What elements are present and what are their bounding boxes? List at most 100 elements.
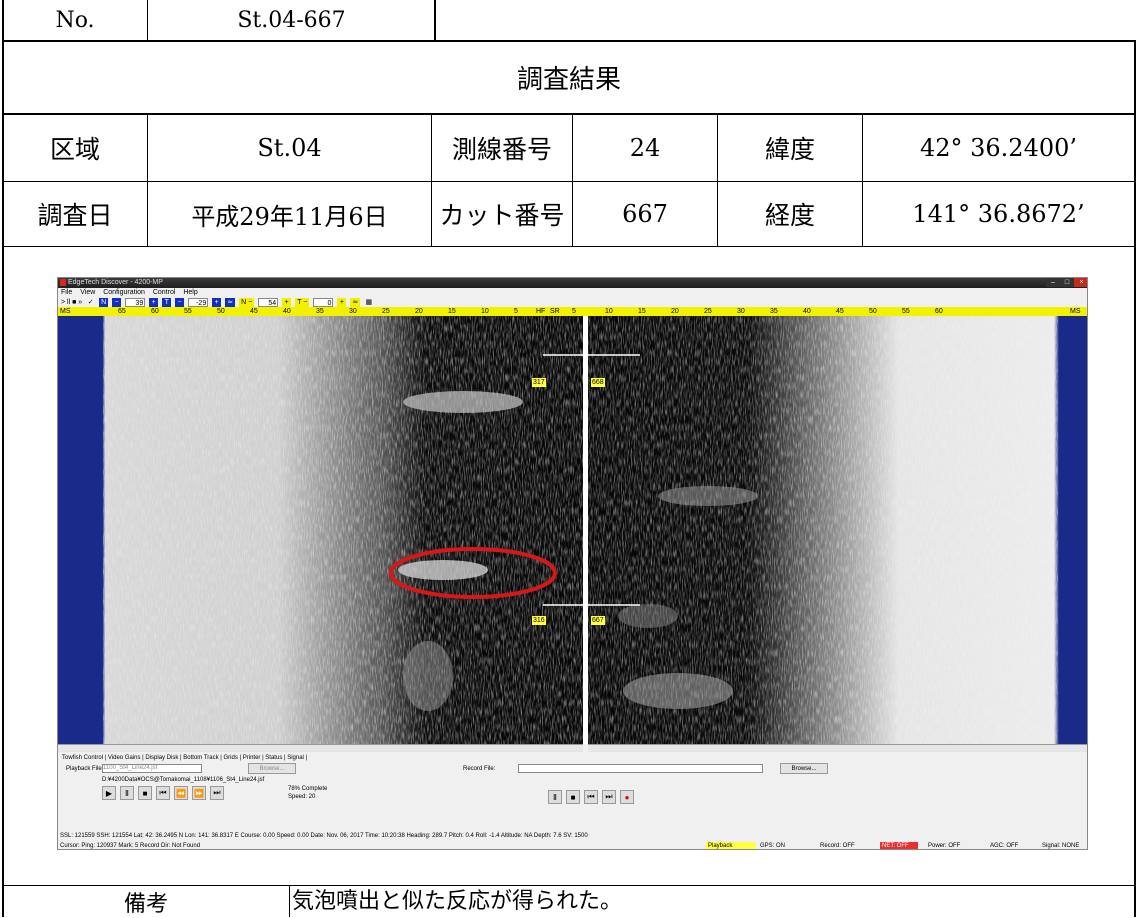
wave-icon[interactable]: ≃	[225, 297, 236, 307]
record-icon[interactable]: ●	[620, 790, 634, 804]
marker-668: 668	[591, 378, 605, 387]
scale-left-60: 60	[151, 308, 159, 315]
transport-controls: ▶ Ⅱ ■ ⏮ ⏪ ⏩ ⏭	[102, 786, 224, 800]
scale-right-15: 15	[638, 308, 646, 315]
line-number-label: 測線番号	[431, 114, 573, 182]
rewind-icon[interactable]: ⏪	[174, 786, 188, 800]
n-gain-plus-button[interactable]: +	[149, 297, 159, 307]
skip-start-icon[interactable]: ⏮	[156, 786, 170, 800]
playback-speed: Speed: 20	[288, 794, 316, 800]
scale-right-60: 60	[935, 308, 943, 315]
status-bar: SSL: 121559 SSH: 121554 Lat: 42: 36.2495…	[58, 832, 1087, 849]
n-gain-minus-button[interactable]: −	[112, 297, 122, 307]
app-title: EdgeTech Discover - 4200-MP	[68, 279, 163, 286]
sonar-target-circled	[398, 560, 488, 580]
latitude-label: 緯度	[717, 114, 863, 182]
record-file-label: Record File:	[463, 766, 496, 772]
t-gain-label: T	[162, 297, 172, 307]
port-horizontal-scrollbar[interactable]	[58, 744, 583, 752]
grid-icon[interactable]: ▦	[365, 298, 373, 306]
n2-gain-field[interactable]: 54	[258, 297, 279, 307]
skip-end-icon[interactable]: ⏭	[210, 786, 224, 800]
t2-gain-minus-button[interactable]: T −	[295, 297, 310, 307]
remarks-label: 備考	[2, 885, 290, 917]
channel-divider	[583, 316, 588, 744]
stop-icon[interactable]: ■	[138, 786, 152, 800]
range-scale: MS 65 60 55 50 45 40 35 30 25 20 15 10 5…	[58, 307, 1087, 316]
t2-gain-field[interactable]: 0	[313, 297, 334, 307]
area-label: 区域	[2, 114, 148, 182]
t-gain-plus-button[interactable]: +	[212, 297, 222, 307]
record-browse-button[interactable]: Browse...	[780, 763, 828, 774]
scale-left-35: 35	[316, 308, 324, 315]
footer-divider	[2, 885, 1136, 886]
t-gain-minus-button[interactable]: −	[175, 297, 185, 307]
menu-configuration[interactable]: Configuration	[103, 289, 145, 296]
menu-help[interactable]: Help	[183, 289, 198, 296]
scale-right-20: 20	[671, 308, 679, 315]
gps-status: GPS: ON	[760, 843, 786, 849]
starboard-horizontal-scrollbar[interactable]	[588, 744, 1087, 752]
play-icon[interactable]: ▶	[102, 786, 116, 800]
port-sonar-image[interactable]	[58, 316, 583, 744]
t2-gain-plus-button[interactable]: +	[337, 297, 347, 307]
scale-left-10: 10	[481, 308, 489, 315]
scale-left-5: 5	[514, 308, 518, 315]
cut-number-label: カット番号	[431, 181, 573, 247]
menu-view[interactable]: View	[80, 289, 96, 296]
scale-right-35: 35	[770, 308, 778, 315]
sonar-target-lower	[403, 641, 453, 711]
pause-icon[interactable]: Ⅱ	[120, 786, 134, 800]
scale-left-20: 20	[415, 308, 423, 315]
scale-right-45: 45	[836, 308, 844, 315]
survey-date-value: 平成29年11月6日	[147, 181, 432, 247]
n-gain-field[interactable]: 39	[125, 297, 146, 307]
status-line-nav: SSL: 121559 SSH: 121554 Lat: 42: 36.2495…	[60, 833, 588, 839]
playback-controls[interactable]: > ll ■ »	[61, 298, 83, 306]
record-pause-icon[interactable]: Ⅱ	[548, 790, 562, 804]
scale-right-55: 55	[902, 308, 910, 315]
playback-path: D:¥4200Data¥OCS@Tomakomai_1108¥1106_St4_…	[102, 777, 265, 783]
net-status: NET: OFF	[880, 842, 918, 849]
scale-right-25: 25	[704, 308, 712, 315]
fast-forward-icon[interactable]: ⏩	[192, 786, 206, 800]
record-file-field[interactable]	[518, 764, 763, 773]
app-logo-icon	[60, 279, 66, 286]
n-gain-label: N	[99, 297, 109, 307]
marker-667: 667	[591, 616, 605, 625]
scale-right-50: 50	[869, 308, 877, 315]
panel-tabs[interactable]: Towfish Control | Video Gains | Display …	[62, 755, 308, 761]
check-icon[interactable]: ✓	[87, 298, 94, 306]
longitude-label: 経度	[717, 181, 863, 247]
control-panel: Towfish Control | Video Gains | Display …	[58, 752, 1087, 832]
record-controls: Ⅱ ■ ⏮ ⏭ ●	[548, 790, 634, 804]
no-label: No.	[2, 0, 148, 42]
record-skip-end-icon[interactable]: ⏭	[602, 790, 616, 804]
scale-left-55: 55	[184, 308, 192, 315]
scale-left-50: 50	[217, 308, 225, 315]
power-status: Power: OFF	[928, 843, 961, 849]
record-skip-start-icon[interactable]: ⏮	[584, 790, 598, 804]
maximize-icon[interactable]: □	[1060, 278, 1074, 287]
scale-left-25: 25	[382, 308, 390, 315]
close-icon[interactable]: ×	[1074, 278, 1087, 287]
n2-gain-plus-button[interactable]: +	[282, 297, 292, 307]
wave2-icon[interactable]: ≃	[350, 297, 361, 307]
highlight-circle	[389, 547, 557, 599]
scale-right-5: 5	[572, 308, 576, 315]
marker-317: 317	[532, 378, 546, 387]
sonar-app-window: EdgeTech Discover - 4200-MP – □ × File V…	[57, 277, 1088, 850]
scale-left-45: 45	[250, 308, 258, 315]
t-gain-field[interactable]: -29	[188, 297, 209, 307]
record-stop-icon[interactable]: ■	[566, 790, 580, 804]
menu-file[interactable]: File	[61, 289, 73, 296]
menu-control[interactable]: Control	[152, 289, 176, 296]
playback-progress: 78% Complete	[288, 786, 328, 792]
minimize-icon[interactable]: –	[1046, 278, 1060, 287]
playback-browse-button[interactable]: Browse...	[248, 763, 296, 774]
starboard-sonar-image[interactable]	[588, 316, 1088, 744]
playback-file-field[interactable]: 1100_St4_Line24.jsf	[102, 764, 202, 773]
survey-date-label: 調査日	[2, 181, 148, 247]
sonar-target-upper	[403, 391, 523, 413]
n2-gain-minus-button[interactable]: N −	[239, 297, 255, 307]
